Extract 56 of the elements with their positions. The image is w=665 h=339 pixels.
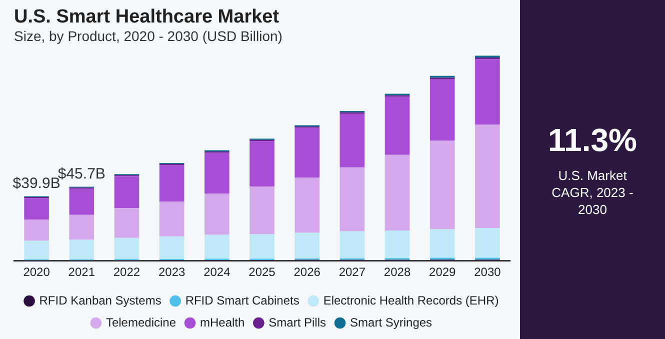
bar <box>69 188 94 215</box>
bar <box>250 141 274 187</box>
bar <box>114 208 140 238</box>
x-tick-label: 2027 <box>338 265 366 280</box>
bar <box>430 79 455 140</box>
legend-label: RFID Kanban Systems <box>39 293 162 308</box>
bar <box>159 165 184 202</box>
bar <box>384 154 410 231</box>
bar <box>475 124 500 228</box>
bar <box>384 230 410 258</box>
legend-label: Smart Pills <box>268 315 326 330</box>
bar <box>159 236 184 259</box>
x-tick-label: 2025 <box>248 265 276 280</box>
x-tick-label: 2029 <box>429 265 456 280</box>
text: U.S. Market CAGR, 2023 - 2030 <box>550 166 634 218</box>
bar <box>475 59 500 125</box>
bar <box>340 167 365 232</box>
annotation: $45.7B <box>58 165 106 182</box>
x-tick-label: 2026 <box>294 265 321 280</box>
bar <box>69 240 94 260</box>
bar <box>250 234 274 259</box>
bar <box>204 234 230 259</box>
bar <box>384 96 410 155</box>
bar <box>114 176 140 208</box>
chart-title: U.S. Smart Healthcare Market <box>14 6 280 28</box>
legend-label: Telemedicine <box>106 315 176 330</box>
bar <box>430 140 455 230</box>
bar <box>430 229 455 258</box>
bar <box>340 231 365 258</box>
x-tick-label: 2024 <box>204 265 231 280</box>
x-tick-label: 2030 <box>474 265 502 280</box>
bar <box>294 232 320 259</box>
bar <box>204 152 230 194</box>
legend-label: Smart Syringes <box>350 315 432 330</box>
x-tick-label: 2020 <box>23 265 50 280</box>
bar <box>159 202 184 236</box>
bar <box>114 238 140 260</box>
legend-label: Electronic Health Records (EHR) <box>323 293 499 308</box>
bar <box>24 198 49 220</box>
x-tick-label: 2022 <box>113 265 140 280</box>
legend-label: mHealth <box>200 315 245 330</box>
bar <box>294 178 320 233</box>
bar <box>475 228 500 258</box>
x-tick-label: 2028 <box>384 265 411 280</box>
chart-subtitle: Size, by Product, 2020 - 2030 (USD Billion) <box>14 28 282 44</box>
x-tick-label: 2023 <box>158 265 186 280</box>
bar <box>69 214 94 240</box>
bar <box>204 194 230 235</box>
bar <box>24 220 49 241</box>
bar <box>340 114 365 168</box>
bar <box>250 186 274 234</box>
bar <box>294 128 320 178</box>
text: 11.3% <box>548 122 637 158</box>
legend-label: RFID Smart Cabinets <box>185 293 300 308</box>
x-tick-label: 2021 <box>68 265 96 280</box>
bar <box>24 240 49 260</box>
